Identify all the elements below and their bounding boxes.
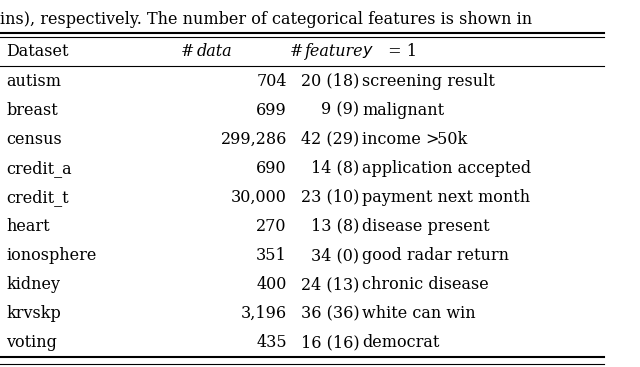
Text: voting: voting: [6, 334, 57, 351]
Text: democrat: democrat: [362, 334, 440, 351]
Text: chronic disease: chronic disease: [362, 276, 489, 293]
Text: 270: 270: [257, 218, 287, 235]
Text: disease present: disease present: [362, 218, 490, 235]
Text: ins), respectively. The number of categorical features is shown in: ins), respectively. The number of catego…: [0, 11, 532, 28]
Text: Dataset: Dataset: [6, 43, 68, 61]
Text: data: data: [196, 43, 232, 61]
Text: census: census: [6, 131, 62, 148]
Text: = 1: = 1: [383, 43, 417, 61]
Text: 3,196: 3,196: [241, 305, 287, 322]
Text: 400: 400: [257, 276, 287, 293]
Text: 50k: 50k: [432, 131, 467, 148]
Text: 9 (9): 9 (9): [321, 102, 359, 119]
Text: 351: 351: [256, 247, 287, 264]
Text: 299,286: 299,286: [220, 131, 287, 148]
Text: 36 (36): 36 (36): [301, 305, 359, 322]
Text: payment next month: payment next month: [362, 189, 531, 206]
Text: 20 (18): 20 (18): [301, 73, 359, 90]
Text: heart: heart: [6, 218, 50, 235]
Text: ionosphere: ionosphere: [6, 247, 97, 264]
Text: feature: feature: [305, 43, 364, 61]
Text: income >: income >: [362, 131, 440, 148]
Text: breast: breast: [6, 102, 58, 119]
Text: krvskp: krvskp: [6, 305, 61, 322]
Text: 24 (13): 24 (13): [301, 276, 359, 293]
Text: 14 (8): 14 (8): [311, 160, 359, 177]
Text: credit_t: credit_t: [6, 189, 68, 206]
Text: kidney: kidney: [6, 276, 60, 293]
Text: #: #: [181, 43, 200, 61]
Text: $y$: $y$: [362, 43, 374, 61]
Text: 435: 435: [256, 334, 287, 351]
Text: white can win: white can win: [362, 305, 476, 322]
Text: 30,000: 30,000: [231, 189, 287, 206]
Text: 23 (10): 23 (10): [301, 189, 359, 206]
Text: malignant: malignant: [362, 102, 444, 119]
Text: application accepted: application accepted: [362, 160, 531, 177]
Text: #: #: [290, 43, 308, 61]
Text: 42 (29): 42 (29): [301, 131, 359, 148]
Text: good radar return: good radar return: [362, 247, 509, 264]
Text: 34 (0): 34 (0): [311, 247, 359, 264]
Text: 690: 690: [256, 160, 287, 177]
Text: screening result: screening result: [362, 73, 495, 90]
Text: 13 (8): 13 (8): [311, 218, 359, 235]
Text: autism: autism: [6, 73, 61, 90]
Text: 704: 704: [257, 73, 287, 90]
Text: 16 (16): 16 (16): [301, 334, 359, 351]
Text: 699: 699: [256, 102, 287, 119]
Text: credit_a: credit_a: [6, 160, 72, 177]
